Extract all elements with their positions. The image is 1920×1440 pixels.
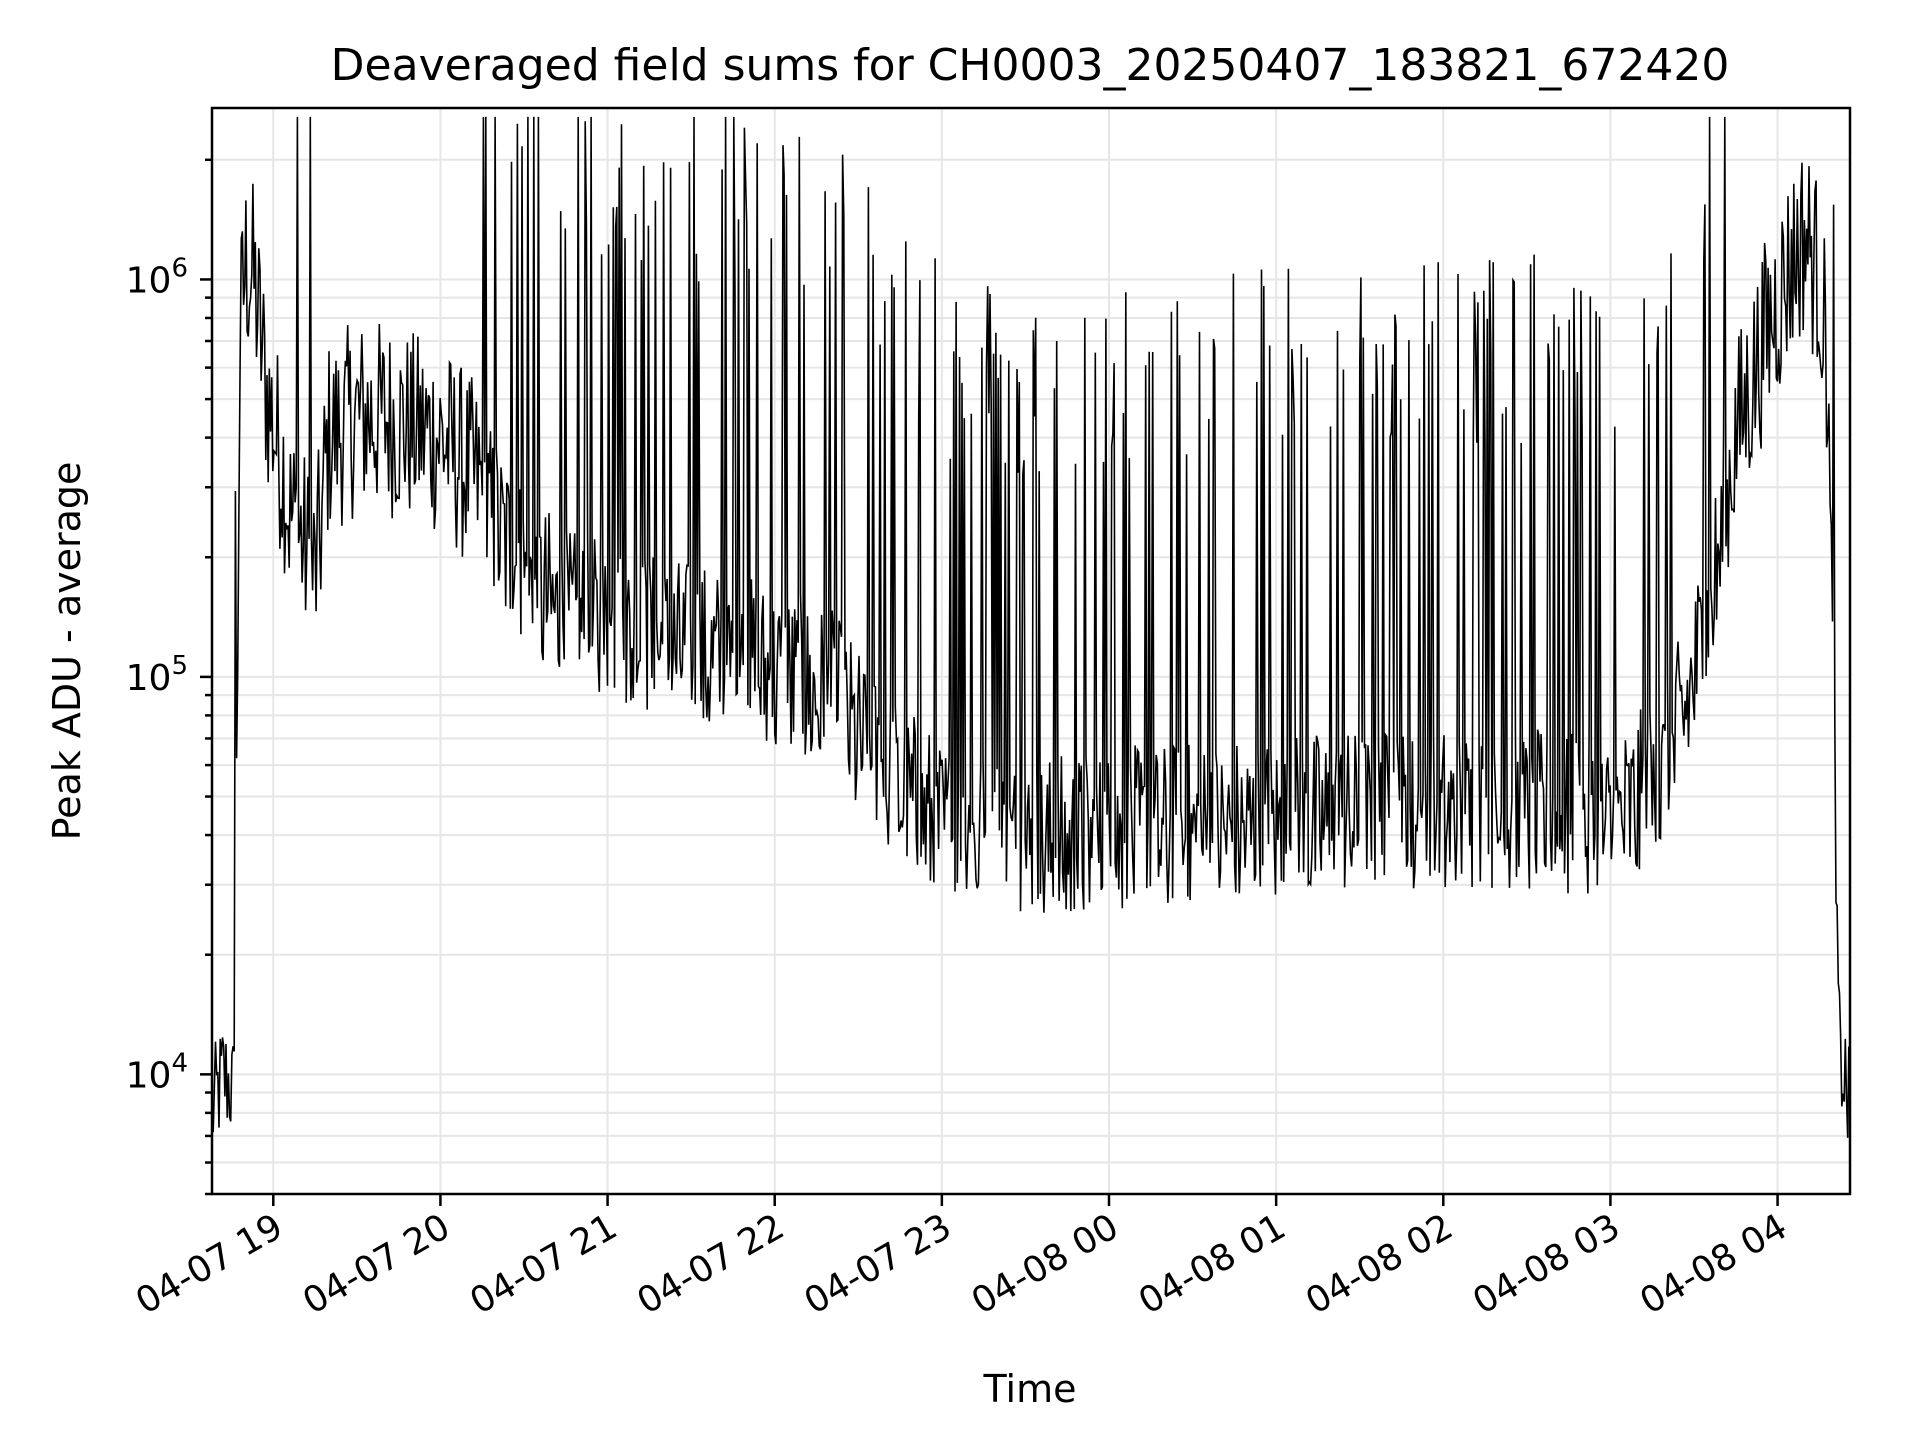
x-tick-label: 04-08 02 — [1299, 1206, 1460, 1322]
plot-frame — [210, 106, 1852, 1196]
x-tick-label: 04-08 00 — [965, 1206, 1126, 1322]
y-tick-label: 104 — [126, 1048, 188, 1096]
x-axis: 04-07 19 04-07 20 04-07 21 04-07 22 04-07 23… — [129, 1194, 1794, 1323]
y-tick-label: 106 — [126, 253, 188, 301]
x-tick-label: 04-07 20 — [296, 1206, 457, 1322]
x-axis-label: Time — [983, 1367, 1077, 1411]
x-tick-label: 04-07 21 — [463, 1206, 624, 1322]
x-tick-label: 04-07 19 — [129, 1206, 290, 1322]
series-line — [211, 116, 1851, 1138]
grid — [212, 108, 1850, 1195]
y-axis: 104 105 106 — [126, 158, 212, 1196]
x-tick-label: 04-07 22 — [631, 1206, 792, 1322]
x-tick-label: 04-08 01 — [1132, 1206, 1293, 1322]
y-tick-label: 105 — [126, 651, 188, 699]
x-tick-label: 04-08 04 — [1633, 1206, 1794, 1322]
data-layer — [211, 116, 1851, 1138]
y-axis-label: Peak ADU - average — [45, 462, 89, 841]
x-tick-label: 04-08 03 — [1466, 1206, 1627, 1322]
chart-title: Deaveraged field sums for CH0003_2025040… — [331, 40, 1730, 91]
x-tick-label: 04-07 23 — [798, 1206, 959, 1322]
